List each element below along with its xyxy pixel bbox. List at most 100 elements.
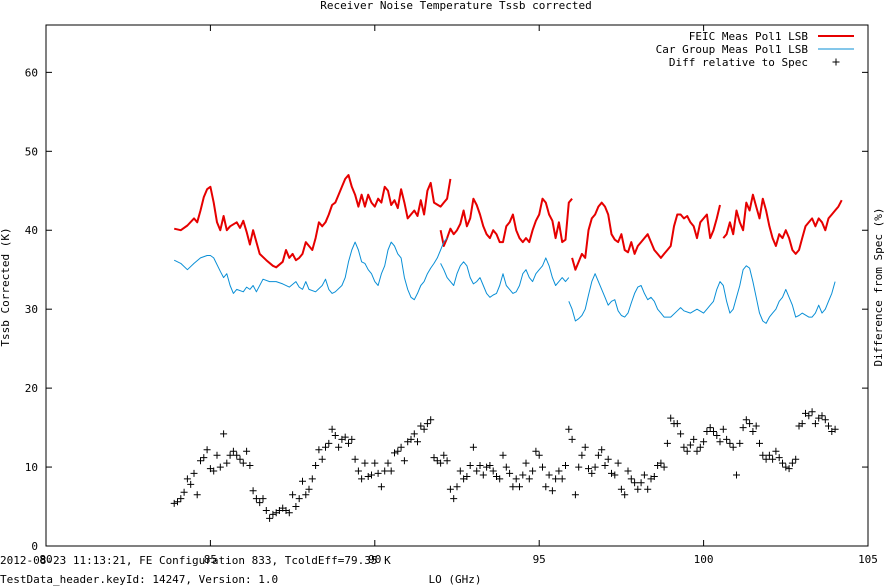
- diff-point: [608, 469, 615, 477]
- diff-point: [617, 485, 625, 493]
- diff-point: [624, 467, 632, 475]
- diff-point: [394, 447, 402, 455]
- diff-point: [345, 439, 352, 447]
- diff-point: [423, 420, 431, 428]
- diff-point: [640, 471, 648, 479]
- diff-point: [621, 491, 629, 499]
- diff-point: [644, 485, 652, 493]
- car-group-meas-pol1-lsb-line: [568, 265, 836, 324]
- diff-point: [486, 462, 494, 469]
- diff-point: [772, 447, 780, 455]
- chart-title: Receiver Noise Temperature Tssb correcte…: [320, 0, 592, 12]
- x-tick-label: 80: [39, 553, 52, 566]
- footer-config-line: 2012-08-23 11:13:21, FE Configuration 83…: [0, 554, 391, 567]
- diff-point: [348, 435, 356, 443]
- diff-point: [216, 463, 224, 471]
- diff-point: [417, 422, 425, 430]
- diff-point: [391, 449, 398, 457]
- y-tick-label: 0: [31, 540, 38, 553]
- diff-point: [289, 491, 297, 499]
- diff-point: [371, 459, 379, 467]
- y-tick-label: 50: [25, 145, 38, 158]
- diff-point: [213, 451, 221, 459]
- feic-meas-pol1-lsb-line: [439, 197, 573, 247]
- car-group-meas-pol1-lsb-line: [173, 237, 448, 301]
- diff-point: [285, 509, 293, 517]
- diff-point: [210, 467, 218, 475]
- diff-point: [180, 488, 188, 496]
- diff-point: [568, 435, 576, 443]
- diff-point: [552, 475, 560, 483]
- diff-point: [545, 471, 553, 479]
- diff-point: [499, 451, 507, 459]
- diff-point: [437, 459, 445, 467]
- diff-point: [476, 462, 484, 469]
- car-group-meas-pol1-lsb-line: [440, 257, 570, 298]
- diff-point: [571, 491, 579, 499]
- diff-point: [706, 424, 714, 432]
- feic-meas-pol1-lsb-line: [571, 201, 721, 271]
- diff-point: [302, 491, 310, 499]
- legend-label: Car Group Meas Pol1 LSB: [656, 43, 809, 56]
- diff-point: [680, 443, 688, 451]
- diff-point: [716, 438, 724, 446]
- diff-point: [381, 467, 389, 475]
- diff-point: [598, 446, 606, 454]
- diff-point: [785, 465, 793, 473]
- legend-label: Diff relative to Spec: [669, 56, 808, 69]
- diff-point: [197, 457, 204, 465]
- diff-point: [825, 422, 832, 430]
- diff-point: [611, 471, 619, 479]
- diff-point: [308, 475, 316, 483]
- diff-point: [683, 447, 691, 455]
- diff-point: [667, 414, 675, 422]
- diff-point: [588, 469, 596, 477]
- diff-point: [529, 467, 537, 475]
- diff-point: [295, 495, 303, 503]
- diff-point: [792, 455, 800, 463]
- diff-point: [769, 455, 777, 463]
- diff-point: [696, 443, 704, 451]
- x-tick-label: 90: [368, 553, 381, 566]
- diff-point: [466, 462, 474, 469]
- plot-series: [170, 174, 843, 522]
- feic-meas-pol1-lsb-line: [173, 174, 452, 269]
- y-tick-label: 20: [25, 382, 38, 395]
- diff-point: [400, 457, 408, 465]
- diff-point: [723, 435, 731, 443]
- diff-point: [312, 462, 320, 469]
- diff-point: [811, 420, 819, 428]
- diff-point: [779, 459, 786, 467]
- diff-point: [831, 425, 839, 433]
- diff-point: [183, 475, 191, 483]
- diff-point: [341, 433, 349, 441]
- feic-meas-pol1-lsb-line: [722, 193, 843, 255]
- diff-point: [700, 438, 708, 446]
- diff-point: [575, 463, 583, 471]
- diff-point: [506, 469, 514, 477]
- diff-point: [187, 480, 195, 488]
- diff-point: [532, 447, 540, 455]
- diff-point: [690, 435, 698, 443]
- diff-point: [233, 451, 241, 459]
- diff-point: [604, 455, 612, 463]
- diff-point: [358, 475, 366, 483]
- diff-point: [591, 463, 599, 471]
- diff-point: [818, 412, 826, 420]
- diff-point: [634, 485, 642, 493]
- diff-point: [453, 483, 461, 491]
- diff-point: [473, 467, 481, 475]
- diff-point: [414, 438, 421, 446]
- diff-point: [650, 473, 658, 480]
- diff-point: [782, 463, 790, 471]
- y-tick-label: 30: [25, 303, 38, 316]
- diff-point: [374, 469, 382, 477]
- diff-point: [693, 447, 701, 455]
- diff-point: [246, 462, 254, 469]
- diff-point: [420, 425, 428, 433]
- diff-point: [631, 479, 639, 487]
- diff-point: [788, 459, 796, 467]
- diff-point: [443, 457, 451, 465]
- diff-point: [305, 485, 313, 493]
